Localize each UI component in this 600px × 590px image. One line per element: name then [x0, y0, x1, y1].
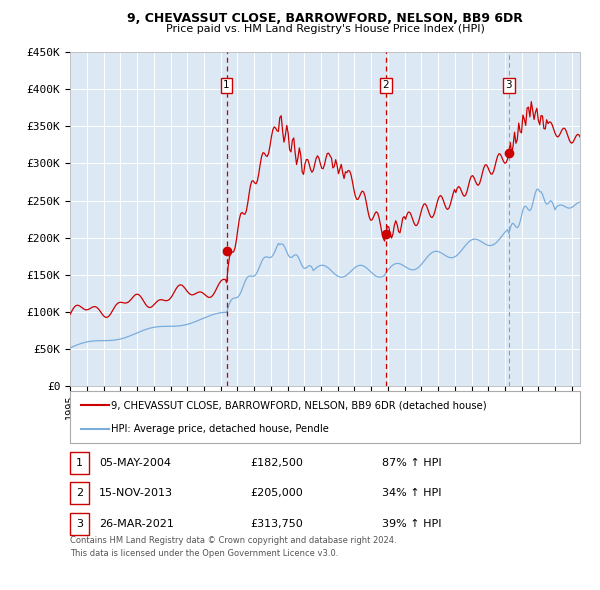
Text: 9, CHEVASSUT CLOSE, BARROWFORD, NELSON, BB9 6DR: 9, CHEVASSUT CLOSE, BARROWFORD, NELSON, … — [127, 12, 523, 25]
Text: Contains HM Land Registry data © Crown copyright and database right 2024.: Contains HM Land Registry data © Crown c… — [70, 536, 397, 545]
Text: 87% ↑ HPI: 87% ↑ HPI — [382, 458, 442, 467]
Text: 1: 1 — [76, 458, 83, 467]
Text: 39% ↑ HPI: 39% ↑ HPI — [382, 519, 442, 529]
Text: £182,500: £182,500 — [250, 458, 303, 467]
Text: 9, CHEVASSUT CLOSE, BARROWFORD, NELSON, BB9 6DR (detached house): 9, CHEVASSUT CLOSE, BARROWFORD, NELSON, … — [111, 400, 487, 410]
Text: 2: 2 — [76, 489, 83, 498]
Text: 3: 3 — [505, 80, 512, 90]
Text: 15-NOV-2013: 15-NOV-2013 — [99, 489, 173, 498]
Text: 3: 3 — [76, 519, 83, 529]
Text: 1: 1 — [223, 80, 230, 90]
Text: 2: 2 — [383, 80, 389, 90]
Text: 26-MAR-2021: 26-MAR-2021 — [99, 519, 174, 529]
Text: 05-MAY-2004: 05-MAY-2004 — [99, 458, 171, 467]
Text: £205,000: £205,000 — [250, 489, 303, 498]
Text: This data is licensed under the Open Government Licence v3.0.: This data is licensed under the Open Gov… — [70, 549, 338, 558]
Text: HPI: Average price, detached house, Pendle: HPI: Average price, detached house, Pend… — [111, 424, 329, 434]
Text: Price paid vs. HM Land Registry's House Price Index (HPI): Price paid vs. HM Land Registry's House … — [166, 24, 485, 34]
Text: £313,750: £313,750 — [250, 519, 303, 529]
Text: 34% ↑ HPI: 34% ↑ HPI — [382, 489, 442, 498]
